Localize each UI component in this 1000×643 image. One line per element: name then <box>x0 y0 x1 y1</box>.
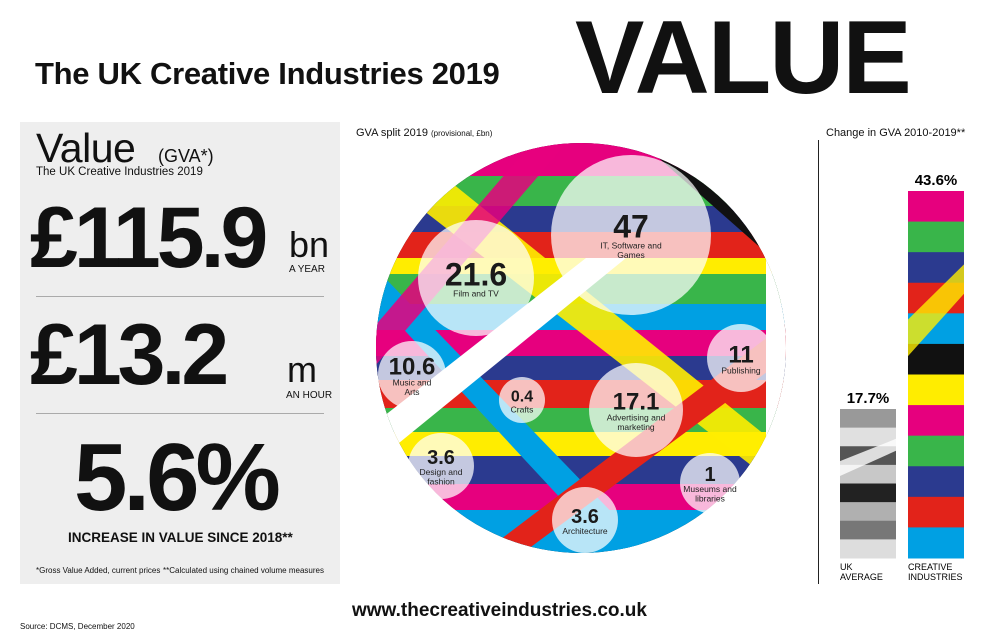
bubble-chart-title: GVA split 2019 (provisional, £bn) <box>356 127 492 139</box>
bubble-category-label: Games <box>617 250 644 260</box>
stat-hourly-value: £13.2 <box>30 307 229 403</box>
bubble-mark <box>551 155 711 315</box>
bar-segment <box>840 427 896 447</box>
bar-chart-title: Change in GVA 2010-2019** <box>826 127 966 139</box>
bubble-chart-title-note: (provisional, £bn) <box>431 129 493 138</box>
stat-growth-caption: INCREASE IN VALUE SINCE 2018** <box>68 530 293 545</box>
bubble-value-label: 47 <box>613 209 649 245</box>
bubble-category-label: Design and <box>419 467 462 477</box>
bar-segment <box>908 221 964 253</box>
bubble-mark <box>552 487 618 553</box>
bubble-category-label: Museums and <box>683 484 737 494</box>
bar-category-label: UK <box>840 562 853 572</box>
bubble-category-label: Architecture <box>562 526 608 536</box>
bubble-mark <box>680 453 740 513</box>
bubble-mark <box>418 220 534 336</box>
summary-subheading: The UK Creative Industries 2019 <box>36 166 203 178</box>
bubble-category-label: marketing <box>617 422 655 432</box>
bubble-category-label: Publishing <box>721 365 760 375</box>
bubble-value-label: 17.1 <box>613 389 660 416</box>
source-note: Source: DCMS, December 2020 <box>20 622 135 631</box>
bubble-category-label: Advertising and <box>607 413 666 423</box>
footnote-gva: *Gross Value Added, current prices <box>36 566 161 575</box>
stat-annual-value: £115.9 <box>30 190 268 286</box>
website-link[interactable]: www.thecreativeindustries.co.uk <box>352 600 647 621</box>
summary-heading-tag: (GVA*) <box>158 146 214 166</box>
bubble-value-label: 1 <box>704 464 715 486</box>
bubble-value-label: 21.6 <box>445 256 507 292</box>
page-title: The UK Creative Industries 2019 <box>35 56 500 91</box>
bar-segment <box>840 539 896 559</box>
bar-segment <box>908 405 964 437</box>
bubble-category-label: Music and <box>393 378 432 388</box>
stat-hourly-unit: m <box>287 349 317 390</box>
bubble-mark <box>378 341 446 409</box>
bubble-chart-title-text: GVA split 2019 <box>356 127 428 139</box>
bar-segment <box>908 527 964 559</box>
bar-stripe <box>840 438 896 477</box>
footnote-chained: **Calculated using chained volume measur… <box>163 566 324 575</box>
bar-segment <box>908 466 964 498</box>
divider <box>36 413 324 414</box>
bar-category-label: CREATIVE <box>908 562 952 572</box>
bar-segment <box>908 435 964 467</box>
bubble-value-label: 11 <box>728 341 753 368</box>
bubble-category-label: Crafts <box>511 404 534 414</box>
bar-segment <box>840 502 896 522</box>
bar-segment <box>908 374 964 406</box>
bubble-category-label: Film and TV <box>453 288 499 298</box>
stat-growth-value: 5.6% <box>74 424 281 531</box>
stat-annual-period: A YEAR <box>289 264 325 275</box>
bar-segment <box>908 191 964 223</box>
bubble-mark <box>408 433 474 499</box>
bubble-category-label: Arts <box>404 387 419 397</box>
bar-segment <box>840 483 896 503</box>
divider <box>36 296 324 297</box>
bubble-value-label: 3.6 <box>427 447 455 469</box>
bubble-mark <box>707 324 775 392</box>
bar-category-label: INDUSTRIES <box>908 572 963 582</box>
bar-value-label: 17.7% <box>847 390 890 407</box>
bubble-category-label: libraries <box>695 494 725 504</box>
bubble-mark <box>499 377 545 423</box>
bar-segment <box>840 409 896 429</box>
stat-hourly-period: AN HOUR <box>286 390 333 401</box>
summary-heading: Value <box>36 125 136 171</box>
bar-segment <box>908 496 964 528</box>
bar-category-label: AVERAGE <box>840 572 883 582</box>
bar-stripe <box>908 264 964 357</box>
stat-annual-unit: bn <box>289 224 330 265</box>
bubble-category-label: fashion <box>427 477 455 487</box>
summary-panel <box>20 122 340 584</box>
bubble-value-label: 0.4 <box>511 388 533 405</box>
bar-segment <box>908 343 964 375</box>
bubble-value-label: 3.6 <box>571 506 599 528</box>
bar-value-label: 43.6% <box>915 172 958 189</box>
bubble-value-label: 10.6 <box>389 354 436 381</box>
bubble-category-label: IT, Software and <box>600 241 662 251</box>
page-title-big: VALUE <box>575 0 912 116</box>
bubble-mark <box>589 363 683 457</box>
bar-segment <box>840 520 896 540</box>
vertical-divider <box>818 140 819 584</box>
